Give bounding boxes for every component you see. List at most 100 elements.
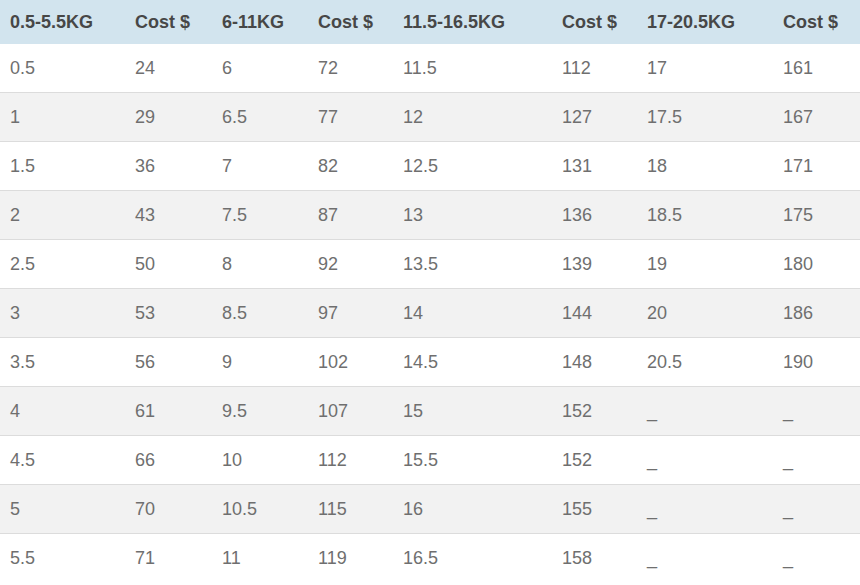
cost-cell: 66 — [125, 436, 212, 485]
cost-cell: 115 — [308, 485, 393, 534]
weight-cell: 4 — [0, 387, 125, 436]
weight-cell: 2 — [0, 191, 125, 240]
cost-cell: 72 — [308, 44, 393, 93]
weight-cell: 5 — [0, 485, 125, 534]
weight-cell: 3.5 — [0, 338, 125, 387]
weight-cell: 17 — [637, 44, 773, 93]
cost-cell: 70 — [125, 485, 212, 534]
table-row: 2.55089213.513919180 — [0, 240, 860, 289]
cost-cell: 112 — [552, 44, 637, 93]
weight-cell: 14.5 — [393, 338, 552, 387]
cost-cell: 131 — [552, 142, 637, 191]
cost-cell: 56 — [125, 338, 212, 387]
cost-cell: 171 — [773, 142, 860, 191]
cost-cell: 71 — [125, 534, 212, 583]
weight-cell: 12.5 — [393, 142, 552, 191]
cost-cell: 190 — [773, 338, 860, 387]
table-row: 3538.5971414420186 — [0, 289, 860, 338]
table-row: 1.53678212.513118171 — [0, 142, 860, 191]
cost-cell: 50 — [125, 240, 212, 289]
weight-cell: 2.5 — [0, 240, 125, 289]
weight-cell: 18 — [637, 142, 773, 191]
weight-cell: _ — [637, 485, 773, 534]
weight-cell: 1.5 — [0, 142, 125, 191]
weight-cell: 16 — [393, 485, 552, 534]
cost-cell: 161 — [773, 44, 860, 93]
weight-cell: 8 — [212, 240, 308, 289]
cost-header: Cost $ — [125, 0, 212, 44]
cost-cell: 139 — [552, 240, 637, 289]
cost-cell: 82 — [308, 142, 393, 191]
cost-cell: _ — [773, 534, 860, 583]
weight-cell: 9 — [212, 338, 308, 387]
weight-cell: 3 — [0, 289, 125, 338]
cost-cell: 87 — [308, 191, 393, 240]
weight-cell: _ — [637, 534, 773, 583]
pricing-table: 0.5-5.5KGCost $6-11KGCost $11.5-16.5KGCo… — [0, 0, 860, 582]
cost-header: Cost $ — [773, 0, 860, 44]
cost-cell: 36 — [125, 142, 212, 191]
table-row: 3.556910214.514820.5190 — [0, 338, 860, 387]
table-row: 4619.510715152__ — [0, 387, 860, 436]
weight-cell: 13.5 — [393, 240, 552, 289]
cost-cell: 29 — [125, 93, 212, 142]
table-body: 0.52467211.5112171611296.5771212717.5167… — [0, 44, 860, 582]
table-row: 2437.5871313618.5175 — [0, 191, 860, 240]
cost-cell: _ — [773, 485, 860, 534]
cost-cell: 136 — [552, 191, 637, 240]
weight-cell: 10.5 — [212, 485, 308, 534]
weight-cell: 20 — [637, 289, 773, 338]
weight-cell: 0.5 — [0, 44, 125, 93]
weight-cell: 11 — [212, 534, 308, 583]
table-row: 4.5661011215.5152__ — [0, 436, 860, 485]
cost-cell: 43 — [125, 191, 212, 240]
cost-cell: 180 — [773, 240, 860, 289]
weight-cell: _ — [637, 387, 773, 436]
table-row: 57010.511516155__ — [0, 485, 860, 534]
cost-header: Cost $ — [552, 0, 637, 44]
weight-range-header: 6-11KG — [212, 0, 308, 44]
cost-cell: 186 — [773, 289, 860, 338]
shipping-cost-table: 0.5-5.5KGCost $6-11KGCost $11.5-16.5KGCo… — [0, 0, 860, 585]
table-row: 1296.5771212717.5167 — [0, 93, 860, 142]
weight-cell: 4.5 — [0, 436, 125, 485]
weight-range-header: 0.5-5.5KG — [0, 0, 125, 44]
cost-cell: 158 — [552, 534, 637, 583]
weight-cell: 15.5 — [393, 436, 552, 485]
cost-cell: 148 — [552, 338, 637, 387]
table-row: 5.5711111916.5158__ — [0, 534, 860, 583]
cost-cell: 77 — [308, 93, 393, 142]
cost-cell: _ — [773, 436, 860, 485]
weight-cell: 11.5 — [393, 44, 552, 93]
weight-cell: 7.5 — [212, 191, 308, 240]
weight-cell: 19 — [637, 240, 773, 289]
weight-cell: 9.5 — [212, 387, 308, 436]
cost-cell: 107 — [308, 387, 393, 436]
weight-cell: 5.5 — [0, 534, 125, 583]
weight-cell: 12 — [393, 93, 552, 142]
weight-cell: 20.5 — [637, 338, 773, 387]
weight-cell: 17.5 — [637, 93, 773, 142]
cost-cell: 152 — [552, 387, 637, 436]
weight-cell: _ — [637, 436, 773, 485]
header-row: 0.5-5.5KGCost $6-11KGCost $11.5-16.5KGCo… — [0, 0, 860, 44]
weight-cell: 7 — [212, 142, 308, 191]
weight-cell: 6 — [212, 44, 308, 93]
weight-cell: 16.5 — [393, 534, 552, 583]
cost-header: Cost $ — [308, 0, 393, 44]
weight-cell: 10 — [212, 436, 308, 485]
weight-range-header: 11.5-16.5KG — [393, 0, 552, 44]
weight-cell: 15 — [393, 387, 552, 436]
weight-cell: 13 — [393, 191, 552, 240]
weight-cell: 1 — [0, 93, 125, 142]
cost-cell: 112 — [308, 436, 393, 485]
cost-cell: 24 — [125, 44, 212, 93]
weight-cell: 14 — [393, 289, 552, 338]
cost-cell: 97 — [308, 289, 393, 338]
cost-cell: 61 — [125, 387, 212, 436]
cost-cell: 119 — [308, 534, 393, 583]
cost-cell: 127 — [552, 93, 637, 142]
cost-cell: 92 — [308, 240, 393, 289]
cost-cell: 152 — [552, 436, 637, 485]
cost-cell: 102 — [308, 338, 393, 387]
